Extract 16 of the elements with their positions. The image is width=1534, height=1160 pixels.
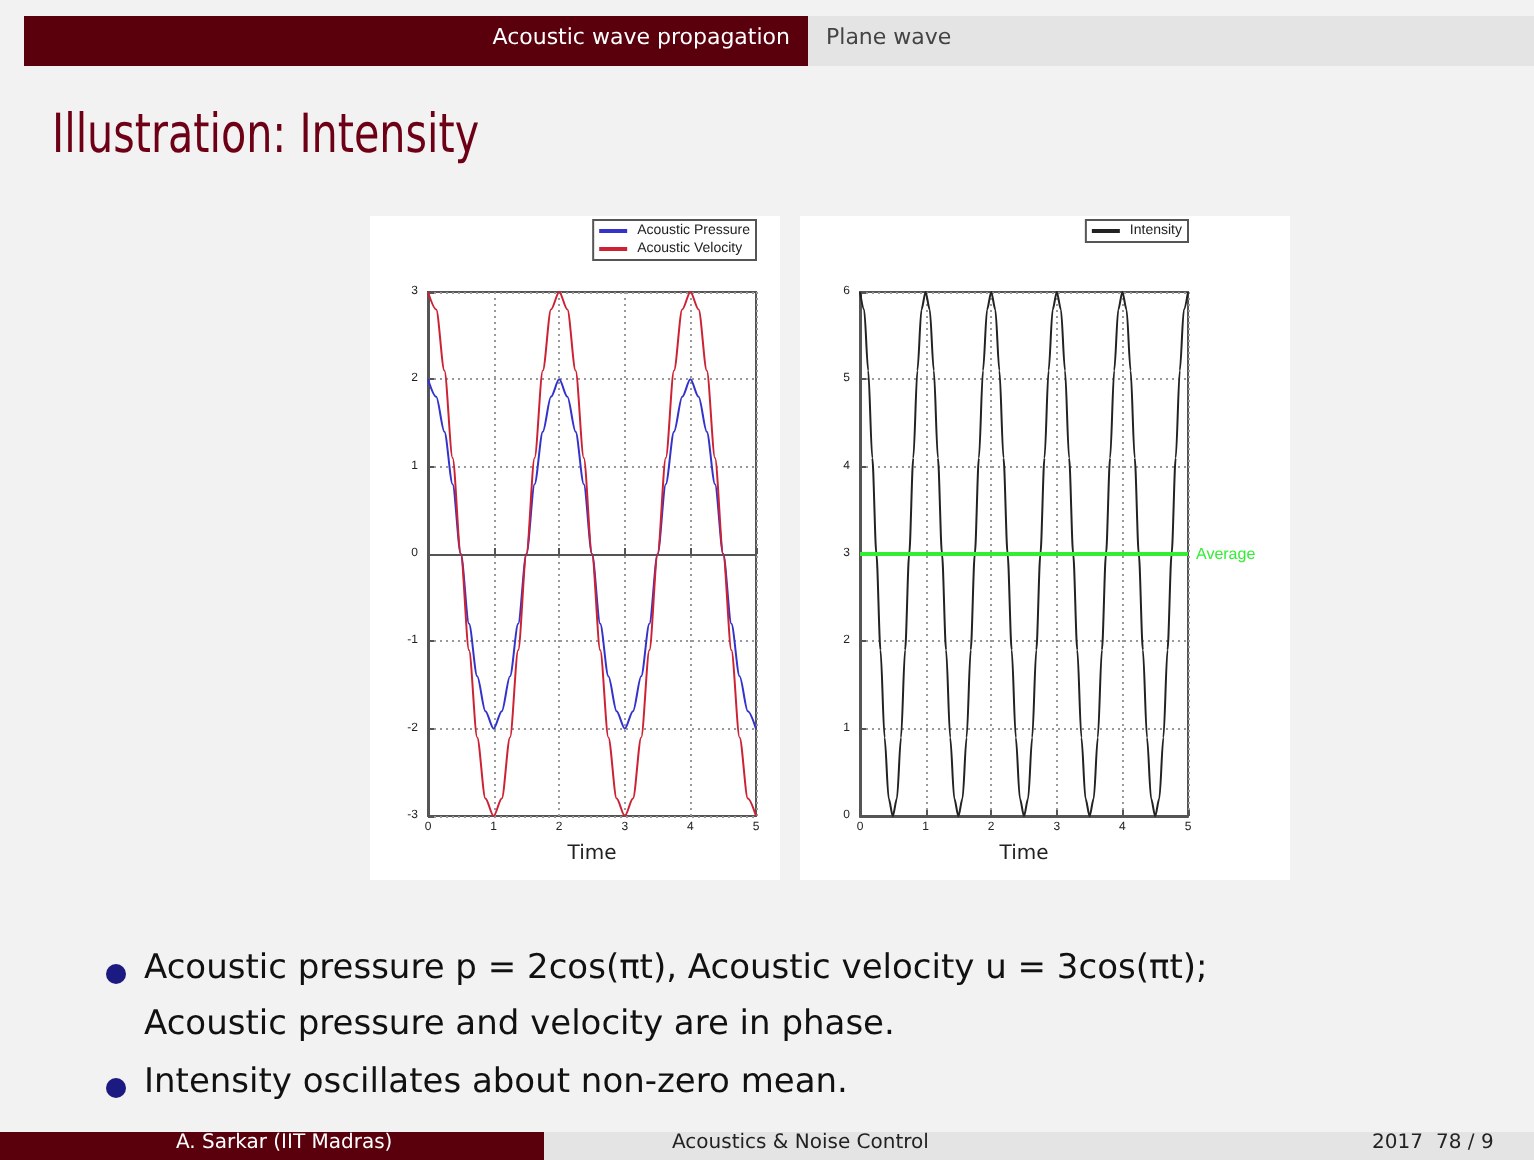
text: Acoustic pressure p = 2cos(πt), Acoustic velocity u = 3cos(πt); xyxy=(144,948,1208,988)
line-series xyxy=(427,378,757,730)
text: A. Sarkar (IIT Madras) xyxy=(176,1132,393,1154)
text: 78 / 9 xyxy=(1436,1132,1494,1154)
text: Illustration: Intensity xyxy=(52,104,480,166)
text: 2017 xyxy=(1372,1132,1423,1154)
ref-line-label: Average xyxy=(1196,545,1257,563)
text: Acoustics & Noise Control xyxy=(672,1132,929,1154)
line-series xyxy=(859,291,1189,817)
x-axis-title: Time xyxy=(997,842,1049,865)
text: Acoustic wave propagation xyxy=(492,24,790,50)
text: Acoustic pressure and velocity are in phase. xyxy=(144,1004,895,1044)
text: Intensity oscillates about non-zero mean. xyxy=(144,1062,848,1102)
line-series xyxy=(427,291,757,817)
x-axis-title: Time xyxy=(565,842,617,865)
text: Plane wave xyxy=(826,24,952,50)
